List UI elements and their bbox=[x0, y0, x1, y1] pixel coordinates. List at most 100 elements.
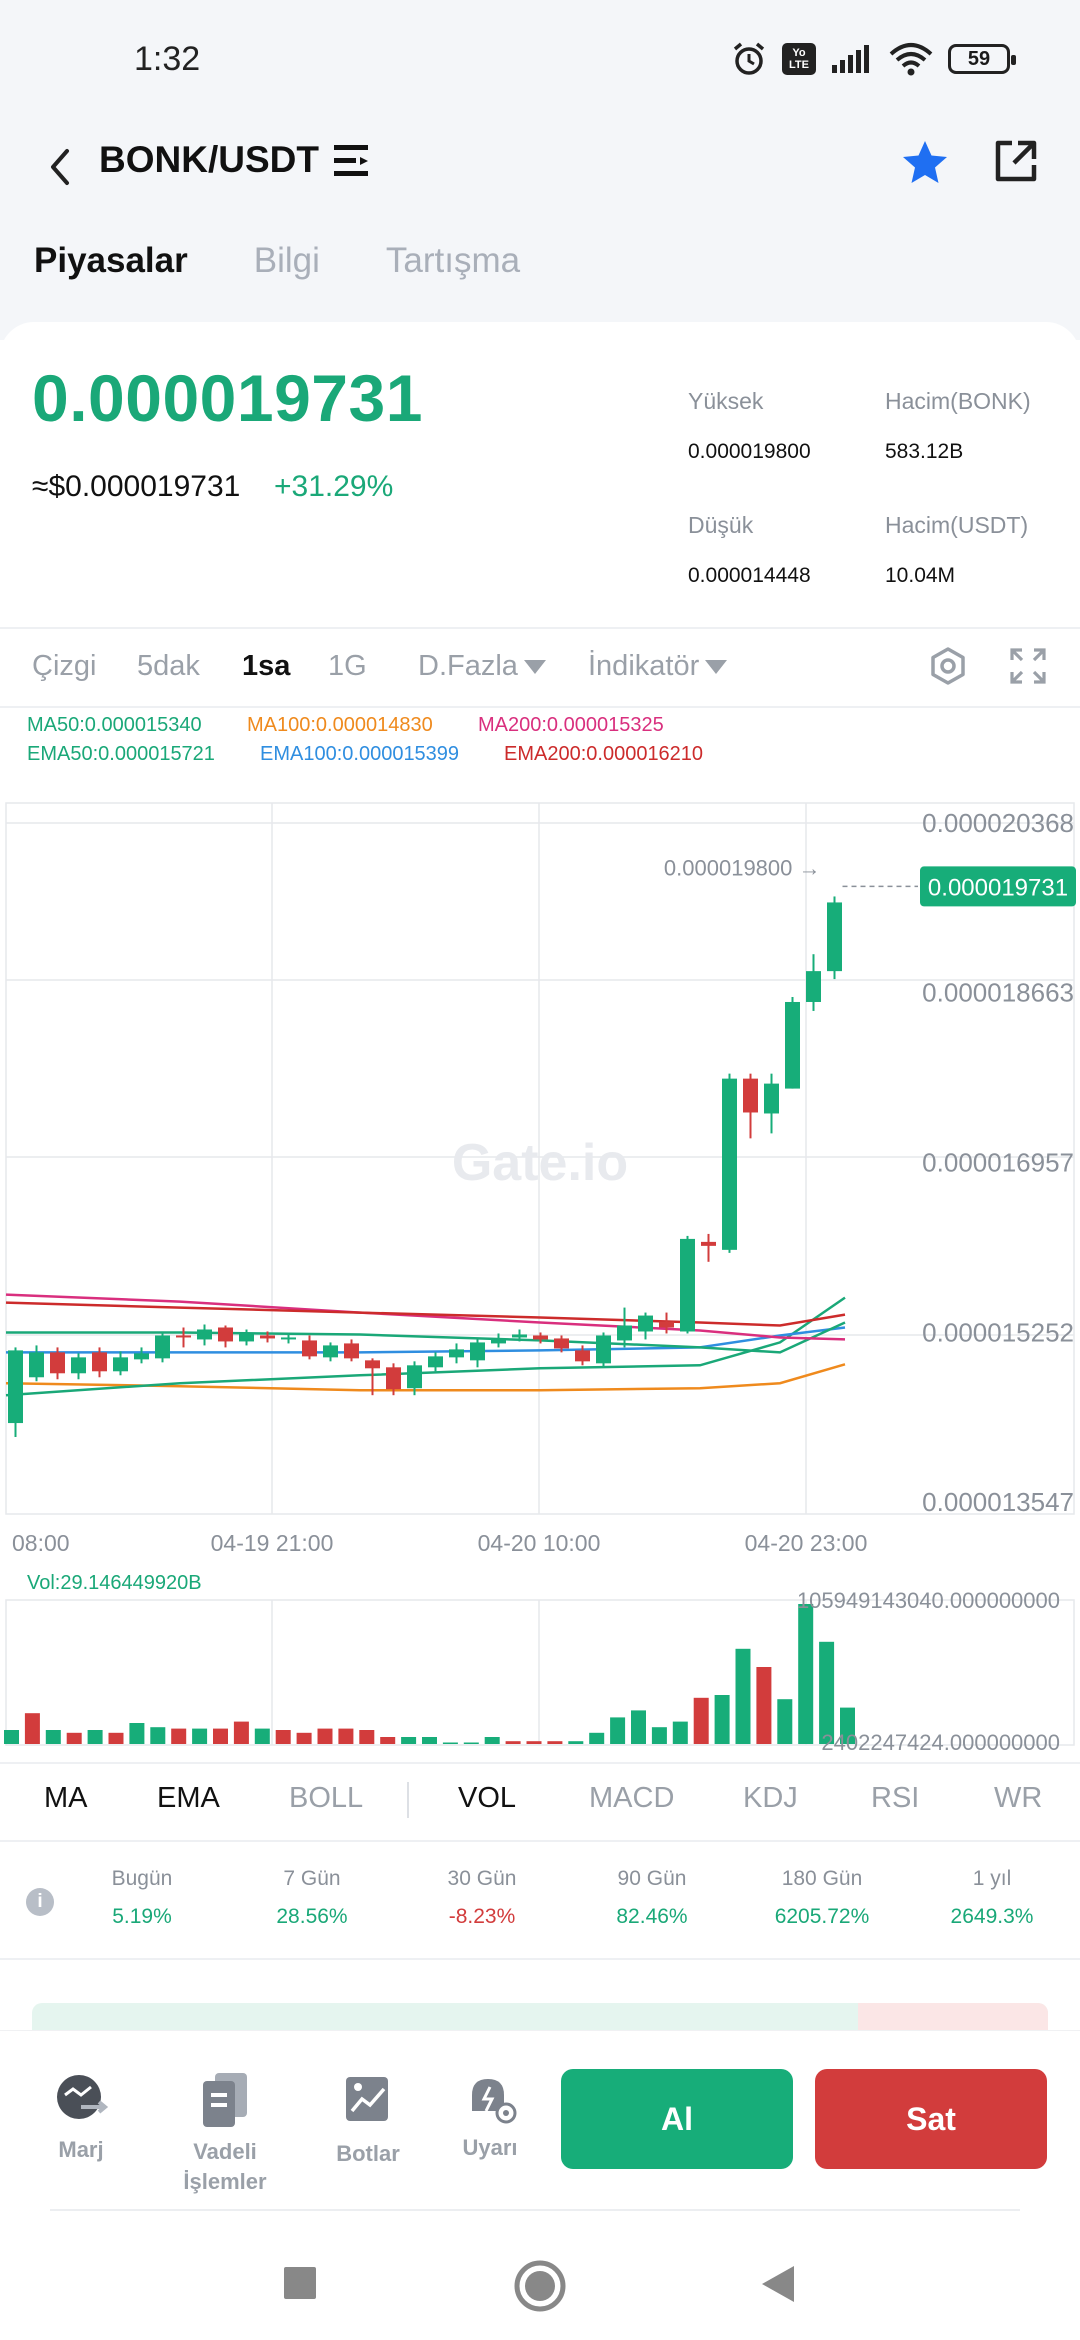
volume-bar bbox=[589, 1732, 605, 1744]
lte-icon: Yo LTE bbox=[782, 43, 816, 75]
menu-icon[interactable] bbox=[332, 141, 370, 181]
interval-5m[interactable]: 5dak bbox=[137, 650, 200, 682]
price-change: +31.29% bbox=[274, 470, 394, 503]
tab-tartisma[interactable]: Tartışma bbox=[385, 241, 521, 280]
settings-hex-icon[interactable] bbox=[928, 646, 968, 686]
divider bbox=[0, 627, 1080, 629]
tab-piyasalar[interactable]: Piyasalar bbox=[32, 235, 190, 301]
buy-button[interactable]: Al bbox=[561, 2069, 793, 2169]
interval-more-label: D.Fazla bbox=[418, 650, 518, 682]
chevron-down-icon bbox=[705, 660, 728, 675]
candle bbox=[239, 1333, 254, 1342]
interval-1h[interactable]: 1sa bbox=[242, 650, 291, 682]
futures-icon bbox=[203, 2073, 247, 2127]
last-price-tag-text: 0.000019731 bbox=[928, 874, 1068, 901]
candle bbox=[71, 1357, 86, 1374]
ind-tab-vol[interactable]: VOL bbox=[458, 1782, 517, 1814]
home-icon[interactable] bbox=[512, 2258, 568, 2314]
perf-180d: 180 Gün 6205.72% bbox=[774, 1867, 870, 1928]
volume-bar bbox=[693, 1697, 709, 1744]
tab-bilgi[interactable]: Bilgi bbox=[253, 241, 320, 280]
ma50-line bbox=[6, 1321, 846, 1354]
back-icon bbox=[51, 149, 69, 185]
high-value: 0.000019800 bbox=[688, 440, 811, 463]
interval-more[interactable]: D.Fazla bbox=[418, 650, 546, 683]
candle bbox=[638, 1315, 653, 1332]
volume-frame bbox=[5, 1599, 1075, 1746]
candle bbox=[596, 1335, 611, 1364]
perf-7d: 7 Gün 28.56% bbox=[276, 1867, 348, 1928]
ind-tab-kdj[interactable]: KDJ bbox=[743, 1782, 798, 1814]
interval-line[interactable]: Çizgi bbox=[32, 650, 97, 682]
volume-max-label: 105949143040.000000000 bbox=[797, 1588, 1060, 1613]
candle bbox=[701, 1241, 716, 1246]
volume-bar bbox=[108, 1732, 124, 1744]
ind-tab-macd[interactable]: MACD bbox=[589, 1782, 675, 1814]
ind-tab-wr[interactable]: WR bbox=[994, 1782, 1043, 1814]
candle bbox=[827, 902, 842, 972]
fullscreen-icon[interactable] bbox=[1008, 646, 1048, 686]
nav-futures[interactable]: Vadeli İşlemler bbox=[175, 2071, 275, 2197]
interval-1d[interactable]: 1G bbox=[328, 650, 367, 682]
low-label: Düşük bbox=[688, 512, 754, 538]
nav-bots[interactable]: Botlar bbox=[333, 2071, 403, 2169]
star-icon[interactable] bbox=[897, 135, 953, 191]
nav-margin[interactable]: Marj bbox=[48, 2071, 114, 2165]
candle bbox=[764, 1083, 779, 1114]
divider bbox=[0, 1840, 1080, 1842]
sell-button[interactable]: Sat bbox=[815, 2069, 1047, 2169]
candle bbox=[197, 1329, 212, 1340]
ema50-line bbox=[5, 1296, 846, 1397]
candle bbox=[344, 1343, 359, 1359]
volume-bar bbox=[317, 1728, 333, 1744]
info-icon[interactable]: i bbox=[26, 1888, 54, 1916]
back-button[interactable] bbox=[30, 137, 90, 197]
divider bbox=[0, 706, 1080, 708]
tab-bar: Piyasalar Bilgi Tartışma bbox=[32, 235, 586, 301]
ind-tab-ma[interactable]: MA bbox=[44, 1782, 88, 1814]
volume-bar bbox=[672, 1721, 688, 1744]
recent-apps-icon[interactable] bbox=[282, 2265, 318, 2301]
candle bbox=[428, 1356, 443, 1368]
perf-30d: 30 Gün -8.23% bbox=[447, 1867, 517, 1928]
volume-bar bbox=[631, 1710, 646, 1744]
indicator-dropdown[interactable]: İndikatör bbox=[588, 650, 728, 683]
candle bbox=[743, 1078, 758, 1113]
volume-bar bbox=[777, 1699, 793, 1744]
vol-bonk-label: Hacim(BONK) bbox=[885, 388, 1031, 414]
header: BONK/USDT bbox=[0, 125, 1080, 205]
last-price: 0.000019731 bbox=[32, 361, 423, 435]
candle bbox=[29, 1352, 44, 1378]
volume-bar bbox=[610, 1717, 626, 1744]
ema200-legend: EMA200:0.000016210 bbox=[504, 743, 704, 765]
candle bbox=[659, 1321, 674, 1328]
tab-separator bbox=[407, 1782, 409, 1818]
divider bbox=[0, 1958, 1080, 1960]
volume-bar bbox=[651, 1727, 667, 1744]
nav-alert[interactable]: Uyarı bbox=[455, 2071, 525, 2163]
candle bbox=[533, 1335, 548, 1340]
volume-chart[interactable]: 105949143040.000000000 2402247424.000000… bbox=[0, 1565, 1080, 1755]
price-chart[interactable]: Gate.io 0.000020368 0.000018663 0.00001695… bbox=[0, 800, 1080, 1560]
share-icon[interactable] bbox=[990, 135, 1042, 187]
alert-icon bbox=[472, 2079, 517, 2124]
volume-bar bbox=[233, 1721, 249, 1744]
ind-tab-rsi[interactable]: RSI bbox=[871, 1782, 920, 1814]
candle bbox=[806, 971, 821, 1002]
x-tick-label: 08:00 bbox=[12, 1530, 70, 1556]
candle bbox=[134, 1353, 149, 1360]
candle bbox=[785, 1001, 800, 1089]
candle bbox=[113, 1357, 128, 1372]
back-nav-icon[interactable] bbox=[760, 2264, 796, 2304]
x-tick-label: 04-20 23:00 bbox=[745, 1530, 868, 1556]
candle bbox=[323, 1345, 338, 1358]
wifi-icon bbox=[889, 43, 933, 76]
pair-title[interactable]: BONK/USDT bbox=[99, 139, 319, 180]
candle bbox=[680, 1238, 695, 1332]
volume-bar bbox=[45, 1730, 61, 1744]
chart-frame bbox=[5, 802, 1075, 1515]
ind-tab-boll[interactable]: BOLL bbox=[289, 1782, 364, 1814]
ind-tab-ema[interactable]: EMA bbox=[157, 1782, 220, 1814]
last-price-tag bbox=[920, 866, 1076, 907]
candle bbox=[218, 1327, 233, 1342]
